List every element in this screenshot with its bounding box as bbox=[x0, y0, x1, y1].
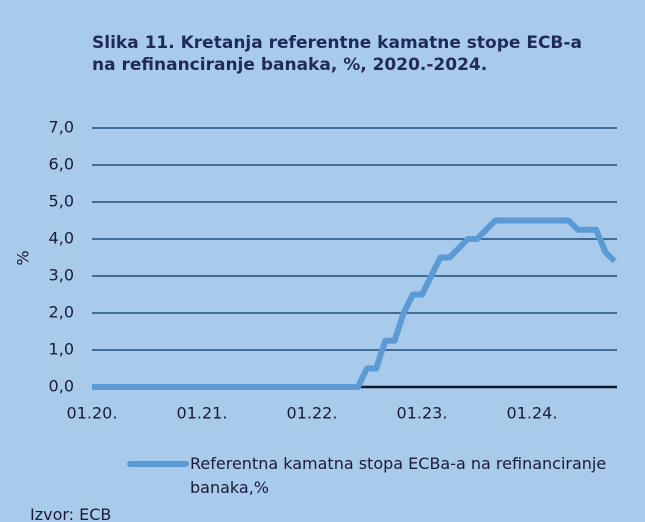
legend-label: Referentna kamatna stopa ECBa-a na refin… bbox=[190, 454, 607, 497]
y-tick-label: 0,0 bbox=[49, 377, 74, 396]
y-tick-label: 2,0 bbox=[49, 303, 74, 322]
x-tick-label: 01.22. bbox=[287, 404, 338, 423]
data-line bbox=[92, 217, 617, 390]
y-tick-label: 7,0 bbox=[49, 118, 74, 137]
x-tick-label: 01.23. bbox=[397, 404, 448, 423]
y-tick-label: 3,0 bbox=[49, 266, 74, 285]
y-tick-label: 6,0 bbox=[49, 155, 74, 174]
x-tick-label: 01.20. bbox=[67, 404, 118, 423]
chart-title: Slika 11. Kretanja referentne kamatne st… bbox=[92, 33, 582, 75]
source-note: Izvor: ECB bbox=[30, 505, 112, 522]
y-tick-label: 4,0 bbox=[49, 229, 74, 248]
x-tick-label: 01.24. bbox=[507, 404, 558, 423]
y-tick-label: 5,0 bbox=[49, 192, 74, 211]
y-axis-label: % bbox=[14, 250, 33, 265]
y-tick-label: 1,0 bbox=[49, 340, 74, 359]
x-tick-label: 01.21. bbox=[177, 404, 228, 423]
